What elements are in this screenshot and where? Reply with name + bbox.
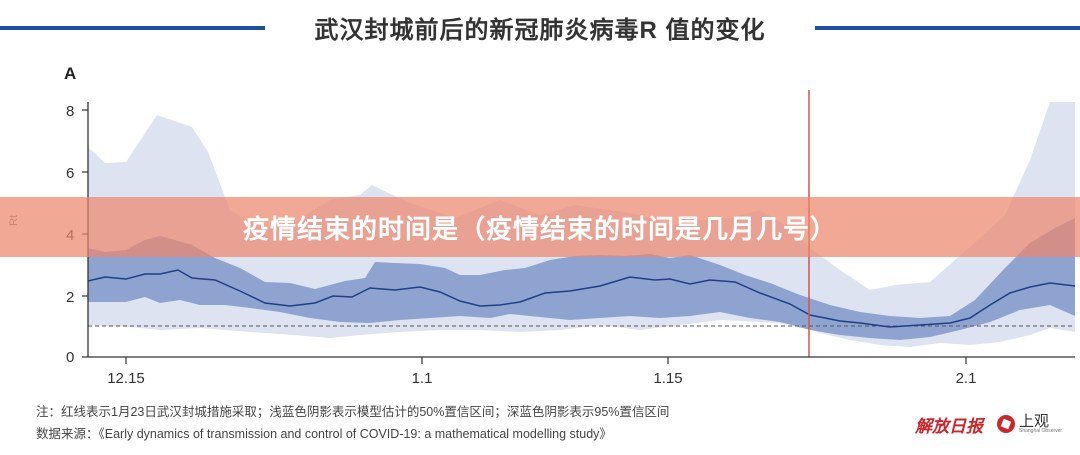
chart-title: 武汉封城前后的新冠肺炎病毒R 值的变化 [314, 17, 766, 44]
x-tick-labels: 12.15 1.1 1.15 2.1 [107, 370, 976, 387]
shanghai-observer-en: Shanghai Observer [1019, 428, 1063, 434]
shanghai-observer-mark-icon [997, 415, 1015, 433]
y-tick-8: 8 [66, 103, 74, 120]
headline-text: 疫情结束的时间是（疫情结束的时间是几月几号） [242, 213, 837, 244]
median-rt-line [87, 269, 1076, 328]
x-tick-1-15: 1.15 [653, 370, 682, 387]
y-tick-2: 2 [66, 289, 74, 306]
inner-confidence-band [88, 218, 1075, 340]
title-rule-left [0, 26, 265, 30]
publisher-logos: 解放日报 上观 Shanghai Observer [915, 407, 1062, 441]
shanghai-observer-cn: 上观 [1019, 413, 1050, 430]
x-tick-12-15: 12.15 [107, 370, 145, 387]
title-row: 武汉封城前后的新冠肺炎病毒R 值的变化 [0, 0, 1080, 60]
x-tick-1-1: 1.1 [412, 370, 433, 387]
x-tick-2-1: 2.1 [956, 370, 977, 387]
y-tick-6: 6 [66, 165, 74, 182]
chart-note: 注：红线表示1月23日武汉封城措施采取；浅蓝色阴影表示模型估计的50%置信区间；… [36, 405, 670, 419]
x-ticks [125, 357, 967, 364]
chart-source: 数据来源：《Early dynamics of transmission and… [36, 427, 612, 441]
headline-banner: 疫情结束的时间是（疫情结束的时间是几月几号） [0, 197, 1080, 257]
panel-label: A [64, 64, 77, 83]
title-rule-right [815, 26, 1080, 30]
jiefang-daily-logo: 解放日报 [915, 416, 983, 437]
y-tick-0: 0 [66, 349, 74, 366]
shanghai-observer-logo: 上观 Shanghai Observer [997, 414, 1062, 434]
